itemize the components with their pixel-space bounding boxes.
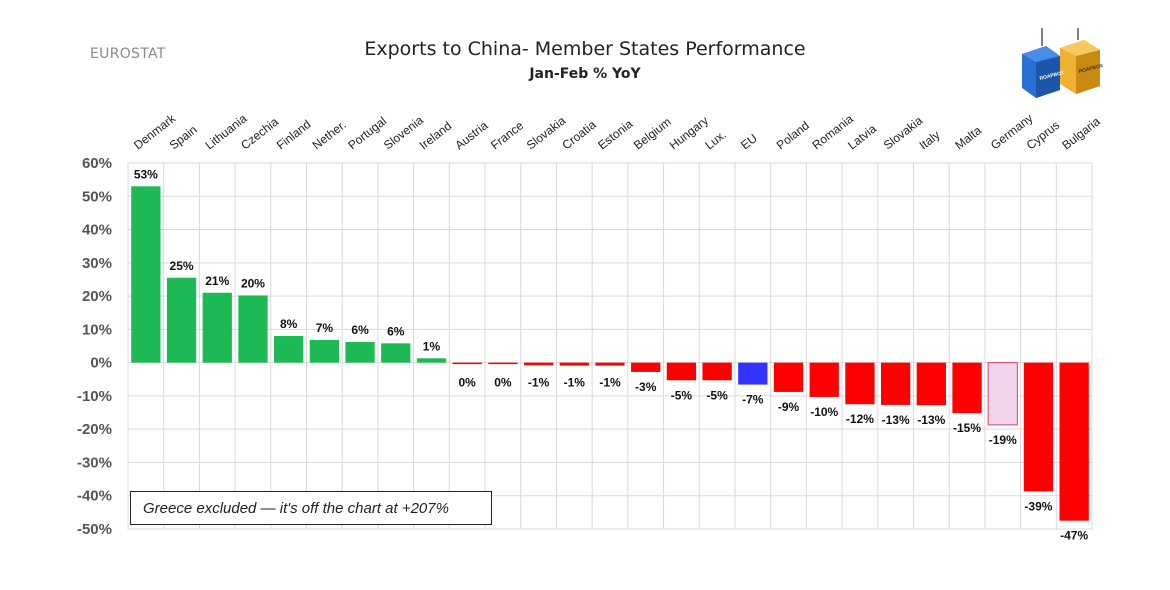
y-tick-label: -40% [77, 488, 112, 505]
data-label: -15% [953, 421, 981, 435]
category-label: Lux. [702, 127, 728, 152]
plot-frame [127, 162, 1093, 530]
y-tick-label: 0% [90, 355, 112, 372]
grid-lines [127, 162, 1093, 530]
data-labels: 53% 25% 21% 20% 8% 7% 6% 6% 1% 0% 0% -1% -1% -1% -3% -5… [134, 167, 1089, 542]
category-label: Hungary [667, 113, 711, 152]
data-label: 0% [494, 376, 512, 390]
category-label: EU [738, 131, 760, 152]
bar-poland [773, 362, 804, 392]
bar-ireland [416, 358, 447, 363]
bar-romania [809, 362, 839, 397]
bar-nether [309, 340, 340, 363]
category-label: France [488, 118, 526, 152]
bar-slovakia [523, 362, 554, 366]
bar-finland [274, 336, 304, 363]
data-label: -1% [599, 376, 621, 390]
data-label: -19% [989, 433, 1017, 447]
data-label: -10% [810, 405, 838, 419]
data-label: -39% [1024, 499, 1052, 513]
data-label: 21% [205, 274, 229, 288]
category-label: Nether. [310, 118, 349, 153]
y-tick-label: 50% [82, 188, 112, 205]
y-tick-label: -20% [77, 421, 112, 438]
category-label: Estonia [595, 116, 635, 152]
annotation-box: Greece excluded — it's off the chart at … [130, 491, 492, 525]
y-tick-label: 20% [82, 288, 112, 305]
bar-austria [452, 362, 482, 365]
y-tick-label: -10% [77, 388, 112, 405]
y-tick-label: 30% [82, 255, 112, 272]
data-label: -9% [778, 400, 800, 414]
data-label: 53% [134, 167, 158, 181]
bar-eu [738, 362, 768, 385]
y-tick-label: 60% [82, 155, 112, 172]
chart-subtitle: Jan-Feb % YoY [529, 66, 641, 82]
data-label: 7% [316, 321, 334, 335]
data-label: -13% [882, 413, 910, 427]
category-label: Austria [452, 118, 490, 152]
y-tick-label: -50% [77, 521, 112, 538]
y-tick-label: 40% [82, 222, 112, 239]
data-label: -1% [564, 376, 586, 390]
data-label: 0% [459, 376, 477, 390]
bar-latvia [845, 362, 875, 405]
data-label: -1% [528, 376, 550, 390]
bar-france [488, 362, 518, 365]
bar-slovakia [880, 362, 911, 405]
category-label: Finland [274, 117, 314, 152]
category-label: Slovakia [881, 113, 926, 152]
bar-hungary [666, 362, 697, 381]
bar-denmark [131, 186, 161, 363]
data-label: -5% [671, 388, 693, 402]
bar-malta [952, 362, 982, 414]
shipping-containers-icon: ROAPBOX ROAPBOX [1022, 28, 1105, 98]
data-label: 1% [423, 339, 441, 353]
data-label: -3% [635, 380, 657, 394]
y-axis: 60% 50% 40% 30% 20% 10% 0% -10% -20% -30% -40% -50% [77, 155, 112, 538]
data-label: 8% [280, 317, 298, 331]
bars [131, 186, 1089, 521]
bar-spain [166, 277, 197, 363]
category-label: Italy [917, 128, 943, 153]
bar-bulgaria [1059, 362, 1089, 521]
data-label: -7% [742, 393, 764, 407]
bar-croatia [559, 362, 589, 366]
bar-slovenia [381, 343, 411, 363]
annotation-text: Greece excluded — it's off the chart at … [143, 499, 449, 517]
chart-title: Exports to China- Member States Performa… [364, 38, 806, 60]
data-label: 6% [351, 323, 369, 337]
bar-lithuania [202, 292, 232, 363]
data-label: 20% [241, 276, 265, 290]
bar-estonia [595, 362, 625, 366]
bar-lux [702, 362, 732, 381]
category-label: Malta [952, 123, 984, 152]
source-label: EUROSTAT [90, 46, 166, 62]
data-label: -5% [706, 388, 728, 402]
data-label: -47% [1060, 529, 1088, 543]
data-label: 6% [387, 324, 405, 338]
y-tick-label: -30% [77, 454, 112, 471]
bar-italy [916, 362, 946, 406]
bar-portugal [345, 342, 375, 363]
category-label: Bulgaria [1059, 114, 1103, 152]
category-label: Portugal [345, 114, 389, 153]
category-label: Slovenia [381, 113, 426, 153]
bar-cyprus [1023, 362, 1054, 492]
bar-czechia [238, 295, 268, 363]
data-label: -12% [846, 412, 874, 426]
category-label: Belgium [631, 115, 674, 153]
category-label: Slovakia [524, 113, 569, 152]
bar-germany [987, 362, 1018, 426]
y-tick-label: 10% [82, 321, 112, 338]
data-label: -13% [917, 413, 945, 427]
bar-belgium [631, 362, 661, 372]
category-label: Poland [774, 118, 812, 152]
data-label: 25% [170, 259, 194, 273]
